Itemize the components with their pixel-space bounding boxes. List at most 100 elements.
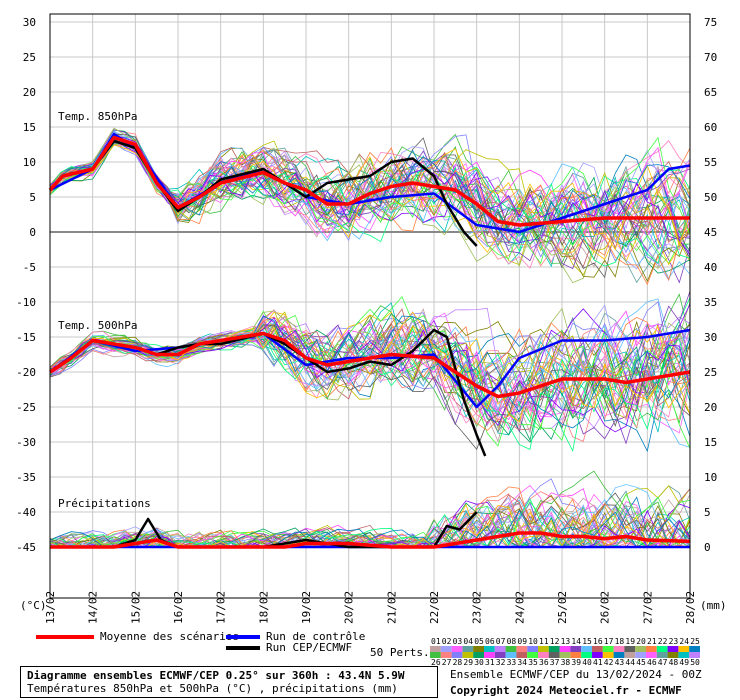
pert-number: 12 [550, 637, 560, 646]
right-tick-label: 40 [704, 261, 717, 274]
pert-swatch [430, 652, 441, 658]
date-tick-label: 27/02 [641, 591, 654, 624]
right-tick-label: 30 [704, 331, 717, 344]
pert-swatch [592, 652, 603, 658]
pert-swatch [505, 652, 517, 658]
right-tick-label: 5 [704, 506, 711, 519]
pert-swatch [689, 652, 700, 658]
date-tick-label: 28/02 [684, 591, 697, 624]
pert-swatch [581, 652, 592, 658]
right-tick-label: 0 [704, 541, 711, 554]
left-tick-label: -25 [16, 401, 36, 414]
perturbation-line [49, 321, 691, 448]
pert-number: 07 [496, 637, 506, 646]
pert-number: 50 [690, 658, 700, 666]
right-tick-label: 25 [704, 366, 717, 379]
pert-swatch [678, 652, 690, 658]
left-axis-unit: (°C) [20, 599, 47, 612]
pert-swatch [527, 646, 538, 652]
pert-number: 14 [571, 637, 581, 646]
pert-swatch [667, 652, 679, 658]
legend-mean: Moyenne des scénarios [36, 630, 239, 643]
date-tick-label: 23/02 [471, 591, 484, 624]
main-series [48, 132, 691, 549]
perturbation-line [49, 525, 691, 548]
copyright: Copyright 2024 Meteociel.fr - ECMWF [450, 684, 682, 697]
left-tick-label: 5 [29, 191, 36, 204]
pert-number: 10 [528, 637, 538, 646]
pert-number: 49 [679, 658, 689, 666]
perturbation-line [49, 141, 691, 284]
pert-number: 15 [582, 637, 592, 646]
pert-number: 44 [625, 658, 635, 666]
legend-control-label: Run de contrôle [266, 630, 366, 643]
control-run-line [49, 328, 691, 409]
right-tick-label: 55 [704, 156, 717, 169]
pert-number: 20 [636, 637, 646, 646]
right-axis-unit: (mm) [700, 599, 727, 612]
pert-swatch [516, 652, 528, 658]
date-tick-label: 17/02 [215, 591, 228, 624]
pert-number: 17 [604, 637, 614, 646]
pert-swatch [646, 652, 657, 658]
pert-swatch [570, 646, 582, 652]
pert-swatch [613, 646, 625, 652]
pert-number: 34 [517, 658, 527, 666]
pert-number: 25 [690, 637, 700, 646]
pert-number: 39 [571, 658, 581, 666]
date-tick-label: 15/02 [129, 591, 142, 624]
date-tick-label: 25/02 [556, 591, 569, 624]
date-tick-label: 24/02 [513, 591, 526, 624]
pert-number: 13 [561, 637, 571, 646]
right-tick-label: 45 [704, 226, 717, 239]
pert-swatch [484, 646, 495, 652]
pert-number: 18 [615, 637, 625, 646]
pert-number: 36 [539, 658, 549, 666]
right-tick-label: 20 [704, 401, 717, 414]
pert-number: 05 [474, 637, 484, 646]
pert-swatch [462, 652, 474, 658]
right-tick-label: 60 [704, 121, 717, 134]
panel-label-precip: Précipitations [58, 497, 151, 510]
pert-swatch [646, 646, 657, 652]
left-tick-label: 30 [23, 16, 36, 29]
panel-label-850: Temp. 850hPa [58, 110, 137, 123]
pert-number: 19 [625, 637, 635, 646]
perturbation-line [49, 295, 691, 449]
ensemble-info: Ensemble ECMWF/CEP du 13/02/2024 - 00Z [450, 668, 702, 681]
left-tick-label: -45 [16, 541, 36, 554]
ecmwf-run-line [50, 511, 478, 549]
pert-number: 23 [669, 637, 679, 646]
pert-swatch [484, 652, 495, 658]
mean-line [48, 135, 690, 227]
left-tick-label: 0 [29, 226, 36, 239]
pert-number: 22 [658, 637, 668, 646]
pert-number: 48 [669, 658, 679, 666]
pert-number: 08 [507, 637, 517, 646]
date-tick-label: 21/02 [385, 591, 398, 624]
right-tick-label: 10 [704, 471, 717, 484]
pert-number: 01 [431, 637, 441, 646]
pert-swatch [613, 652, 625, 658]
pert-swatch [570, 652, 582, 658]
perturbation-line [49, 323, 691, 431]
footer-title: Diagramme ensembles ECMWF/CEP 0.25° sur … [27, 669, 405, 682]
pert-number: 38 [561, 658, 571, 666]
pert-swatch [656, 646, 668, 652]
pert-number: 26 [431, 658, 441, 666]
pert-swatch [440, 646, 452, 652]
pert-swatch [473, 646, 484, 652]
left-tick-label: 20 [23, 86, 36, 99]
pert-number: 11 [539, 637, 549, 646]
left-tick-label: 25 [23, 51, 36, 64]
mean-line [50, 531, 691, 549]
date-tick-label: 14/02 [87, 591, 100, 624]
pert-swatch [678, 646, 690, 652]
pert-swatch [451, 646, 463, 652]
date-tick-label: 18/02 [257, 591, 270, 624]
perturbation-line [49, 135, 691, 243]
pert-swatch [635, 652, 646, 658]
left-tick-label: 10 [23, 156, 36, 169]
legend-run-label: Run CEP/ECMWF [266, 641, 353, 654]
perturbation-line [49, 135, 691, 243]
